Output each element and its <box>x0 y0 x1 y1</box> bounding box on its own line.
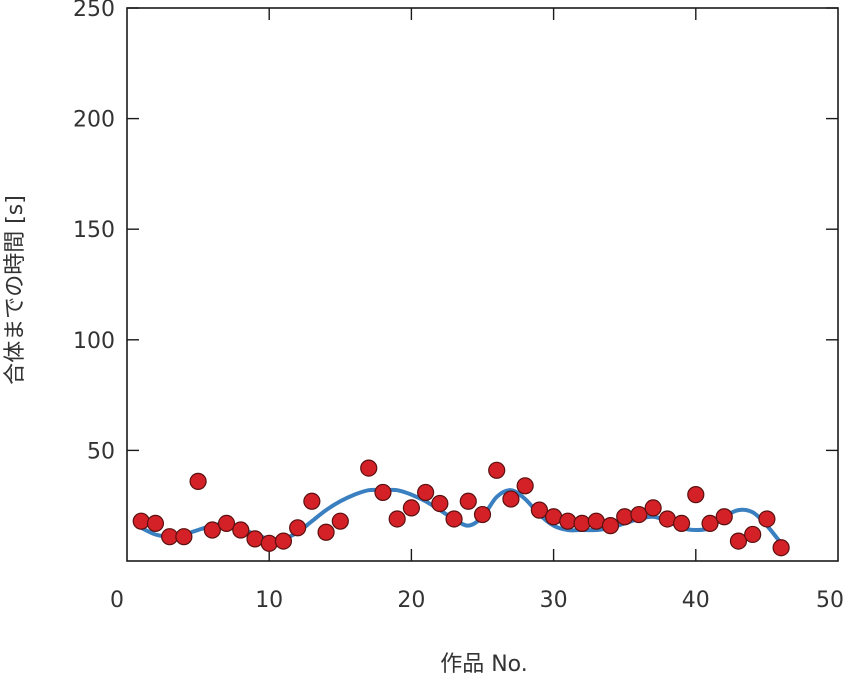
data-point <box>530 501 548 519</box>
data-point <box>374 483 392 502</box>
data-point <box>417 483 435 502</box>
data-point <box>246 530 264 548</box>
data-point <box>502 490 520 508</box>
y-tick-label: 50 <box>87 439 115 464</box>
data-point <box>132 512 150 530</box>
data-point <box>360 459 378 477</box>
data-point <box>232 521 250 539</box>
data-point <box>559 512 577 530</box>
y-tick-label: 100 <box>73 329 115 354</box>
data-point <box>672 514 691 532</box>
data-point <box>544 508 563 526</box>
data-point <box>203 521 221 539</box>
data-point <box>175 528 193 546</box>
data-point <box>744 525 762 544</box>
y-tick-label: 150 <box>73 218 115 243</box>
x-tick-label: 10 <box>255 588 283 613</box>
data-point <box>758 510 776 528</box>
data-point <box>658 510 676 528</box>
x-tick-label: 30 <box>540 588 568 613</box>
data-point <box>729 532 748 550</box>
data-point <box>587 512 605 530</box>
data-point <box>630 505 648 524</box>
data-point <box>331 512 349 530</box>
x-tick-label: 0 <box>110 588 124 613</box>
x-tick-label: 20 <box>397 588 425 613</box>
data-point <box>289 519 307 537</box>
data-point <box>459 492 477 510</box>
data-point <box>601 517 620 535</box>
y-tick-label: 200 <box>73 108 115 133</box>
x-tick-label: 40 <box>682 588 710 613</box>
data-point <box>303 492 321 510</box>
x-tick-label: 50 <box>816 588 844 613</box>
x-axis-title: 作品 No. <box>440 652 528 677</box>
data-point <box>402 499 420 517</box>
data-point <box>217 514 236 532</box>
data-point <box>146 514 165 532</box>
y-axis-title: 合体までの時間 [s] <box>3 195 28 385</box>
data-point <box>516 477 534 495</box>
data-point <box>573 514 591 532</box>
y-tick-label: 250 <box>73 0 115 22</box>
data-point <box>715 508 733 526</box>
data-point <box>317 523 335 541</box>
data-point <box>488 461 506 479</box>
data-point <box>388 510 406 528</box>
data-point <box>431 494 449 513</box>
data-point <box>772 539 790 557</box>
plot-border <box>126 7 839 562</box>
y-axis-ticks: 50 100 150 200 250 <box>73 0 838 464</box>
data-point <box>616 508 634 526</box>
data-point <box>644 499 662 517</box>
data-point <box>161 528 179 546</box>
data-point <box>189 472 207 490</box>
data-point <box>445 510 463 528</box>
data-point <box>687 486 705 504</box>
points-layer <box>132 459 790 557</box>
data-point <box>473 505 492 524</box>
data-point <box>701 514 719 532</box>
data-point <box>260 534 278 552</box>
plot-frame <box>126 7 839 562</box>
data-point <box>274 532 293 550</box>
